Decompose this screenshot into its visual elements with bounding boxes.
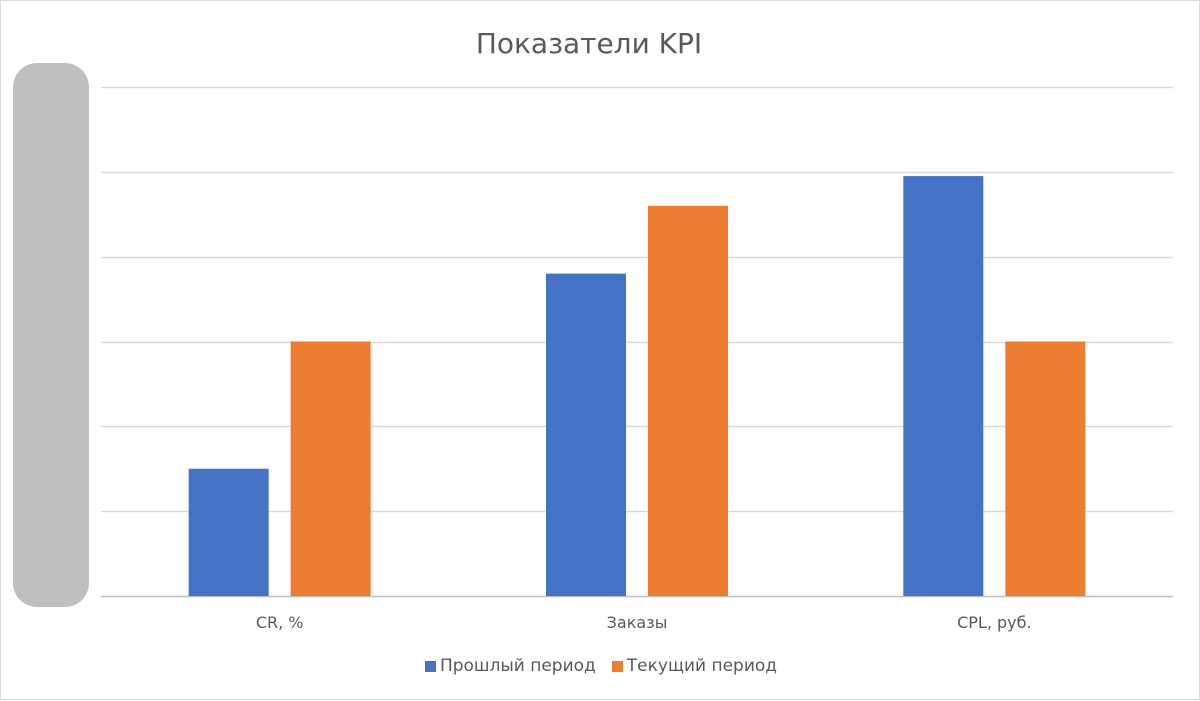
bar-previous-2 (903, 176, 984, 596)
x-tick-label: CR, % (256, 613, 304, 632)
legend-swatch (611, 660, 623, 672)
legend-label: Текущий период (626, 656, 778, 676)
legend-swatch (424, 660, 436, 672)
x-tick-label: CPL, руб. (957, 613, 1031, 632)
bar-previous-1 (546, 273, 626, 596)
bar-current-2 (1005, 341, 1086, 596)
value-axis-mask (13, 63, 89, 607)
legend-item: Прошлый период (424, 656, 596, 676)
legend-item: Текущий период (611, 656, 778, 676)
bar-current-1 (648, 205, 728, 596)
legend: Прошлый период Текущий период (1, 656, 1200, 676)
x-tick-label: Заказы (607, 613, 668, 632)
bar-previous-0 (188, 468, 269, 596)
bar-current-0 (290, 341, 371, 596)
chart-title: Показатели KPI (475, 27, 703, 60)
legend-label: Прошлый период (439, 656, 596, 676)
